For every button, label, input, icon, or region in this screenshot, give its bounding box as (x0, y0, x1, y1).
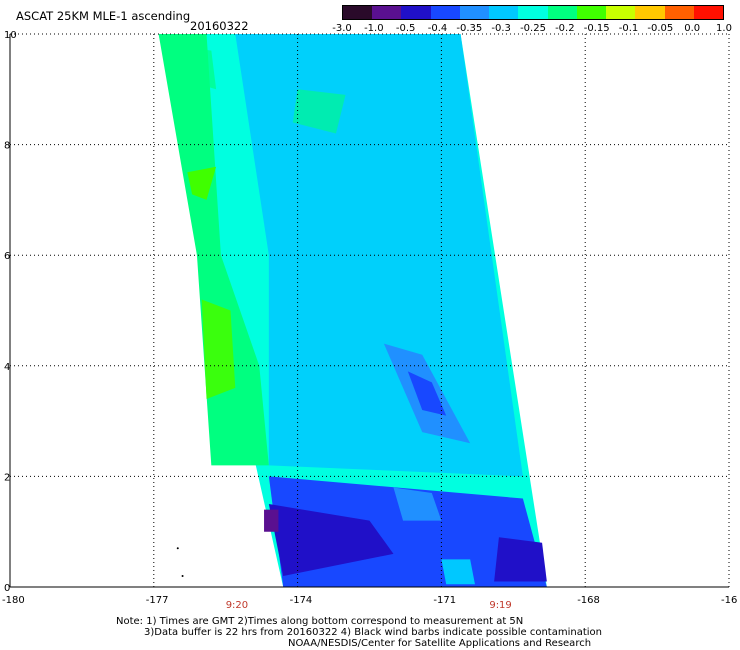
colorbar (342, 5, 724, 20)
colorbar-segment (401, 6, 431, 19)
colorbar-label: 1.0 (716, 23, 732, 34)
colorbar-label: -0.1 (618, 23, 639, 34)
colorbar-segment (343, 6, 373, 19)
swath-region (201, 299, 236, 399)
swath-region (264, 509, 279, 532)
map-plot: -180 -177 -174 -171 -168 -16 0 2 4 6 8 10 (2, 30, 737, 606)
swath-region (172, 45, 217, 90)
x-tick-label: -16 (721, 595, 737, 606)
colorbar-label: -0.35 (456, 23, 483, 34)
swath-region (187, 166, 217, 200)
colorbar-segment (635, 6, 665, 19)
colorbar-segment (606, 6, 636, 19)
x-tick-label: -180 (2, 595, 25, 606)
swath-region (494, 537, 547, 582)
note-line-2: 3)Data buffer is 22 hrs from 20160322 4)… (144, 627, 602, 638)
footnotes: Note: 1) Times are GMT 2)Times along bot… (116, 616, 716, 649)
colorbar-segment (664, 6, 694, 19)
y-tick-label: 10 (4, 30, 17, 41)
colorbar-label: -0.4 (427, 23, 448, 34)
swath-region (292, 89, 346, 134)
colorbar-label: -0.15 (583, 23, 610, 34)
time-label-right: 9:19 (489, 600, 512, 611)
colorbar-segment (693, 6, 724, 19)
colorbar-label: -0.2 (555, 23, 575, 34)
swath-region (441, 559, 475, 585)
colorbar-label: -0.05 (647, 23, 674, 34)
swath-region (268, 504, 394, 576)
colorbar-label: 0.0 (684, 23, 701, 34)
colorbar-segment (372, 6, 402, 19)
note-line-3: NOAA/NESDIS/Center for Satellite Applica… (288, 638, 592, 649)
colorbar-label: -3.0 (332, 23, 352, 34)
time-label-left: 9:20 (225, 600, 249, 611)
barb-dot (181, 574, 184, 577)
map-title: ASCAT 25KM MLE-1 ascending (16, 9, 191, 23)
y-tick-label: 2 (4, 472, 10, 483)
y-tick-label: 4 (4, 362, 10, 373)
colorbar-segment (576, 6, 607, 19)
y-tick-label: 6 (4, 251, 10, 262)
x-tick-label: -171 (433, 595, 456, 606)
colorbar-label: -0.25 (520, 23, 546, 34)
note-line-1: Note: 1) Times are GMT 2)Times along bot… (116, 616, 524, 627)
swath-region (407, 371, 447, 416)
colorbar-label: -1.0 (364, 23, 384, 34)
map-date: 20160322 (190, 19, 249, 33)
swath-region (393, 487, 442, 521)
barb-dot (176, 547, 179, 550)
x-tick-label: -168 (577, 595, 600, 606)
x-tick-label: -177 (146, 595, 169, 606)
colorbar-label: -0.3 (491, 23, 511, 34)
colorbar-labels: -3.0 -1.0 -0.5 -0.4 -0.35 -0.3 -0.25 -0.2 -0.15-… (332, 23, 732, 35)
swath-region (158, 34, 269, 466)
colorbar-segment (459, 6, 490, 19)
colorbar-label: -0.5 (395, 23, 416, 34)
map-svg: -180 -177 -174 -171 -168 -16 0 2 4 6 8 10 (2, 30, 737, 606)
colorbar-segment (430, 6, 460, 19)
colorbar-segment (489, 6, 519, 19)
x-tick-label: -174 (290, 595, 313, 606)
y-tick-label: 8 (4, 141, 10, 152)
y-tick-label: 0 (4, 583, 10, 594)
colorbar-segment (547, 6, 577, 19)
colorbar-segment (518, 6, 548, 19)
